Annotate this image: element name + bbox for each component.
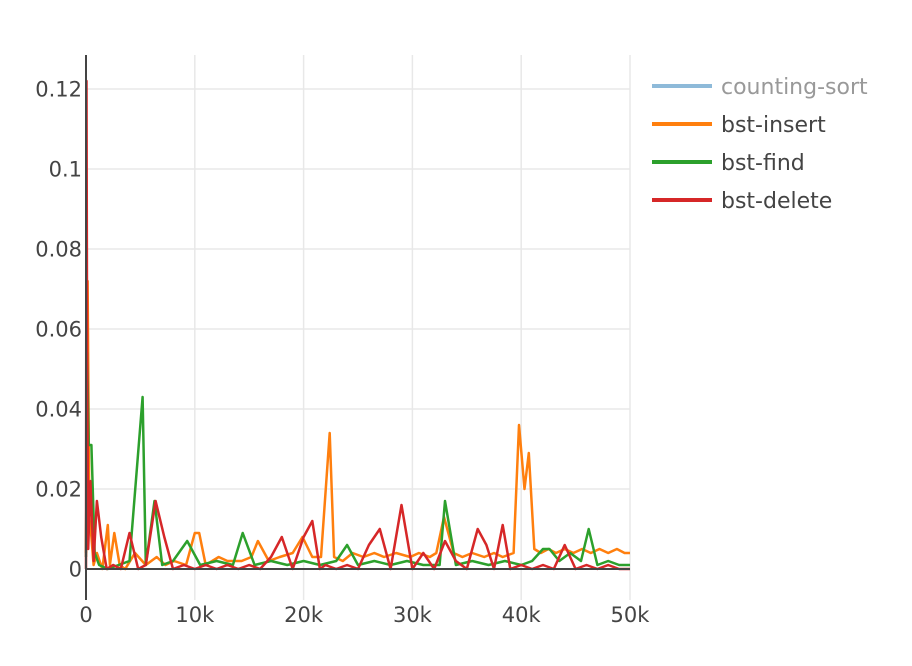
series-line-bst-find[interactable] [84, 351, 630, 571]
x-tick-label: 30k [393, 603, 433, 627]
legend-label: bst-insert [721, 113, 826, 138]
legend-item-bst-find[interactable]: bst-find [652, 151, 805, 176]
y-axis: 0 0.02 0.04 0.06 0.08 0.1 0.12 [35, 78, 82, 582]
gridlines [86, 55, 631, 600]
y-tick-label: 0.12 [35, 78, 82, 102]
legend-item-counting-sort[interactable]: counting-sort [652, 75, 868, 100]
legend-item-bst-insert[interactable]: bst-insert [652, 113, 826, 138]
x-tick-label: 40k [502, 603, 542, 627]
x-tick-label: 10k [175, 603, 215, 627]
x-tick-label: 20k [284, 603, 324, 627]
legend-label: bst-delete [721, 189, 832, 214]
series-line-bst-delete[interactable] [84, 79, 630, 571]
x-tick-label: 0 [79, 603, 92, 627]
y-tick-label: 0.08 [35, 238, 82, 262]
y-tick-label: 0.06 [35, 318, 82, 342]
y-tick-label: 0.02 [35, 478, 82, 502]
axis-lines [85, 55, 630, 600]
y-tick-label: 0 [69, 558, 82, 582]
y-tick-label: 0.1 [49, 158, 82, 182]
legend: counting-sort bst-insert bst-find bst-delet… [652, 75, 868, 214]
series-line-bst-insert[interactable] [84, 279, 630, 571]
legend-item-bst-delete[interactable]: bst-delete [652, 189, 832, 214]
plot-area [84, 79, 630, 571]
legend-label: bst-find [721, 151, 805, 176]
legend-label: counting-sort [721, 75, 868, 100]
x-axis: 0 10k 20k 30k 40k 50k [79, 603, 650, 627]
x-tick-label: 50k [611, 603, 651, 627]
y-tick-label: 0.04 [35, 398, 82, 422]
